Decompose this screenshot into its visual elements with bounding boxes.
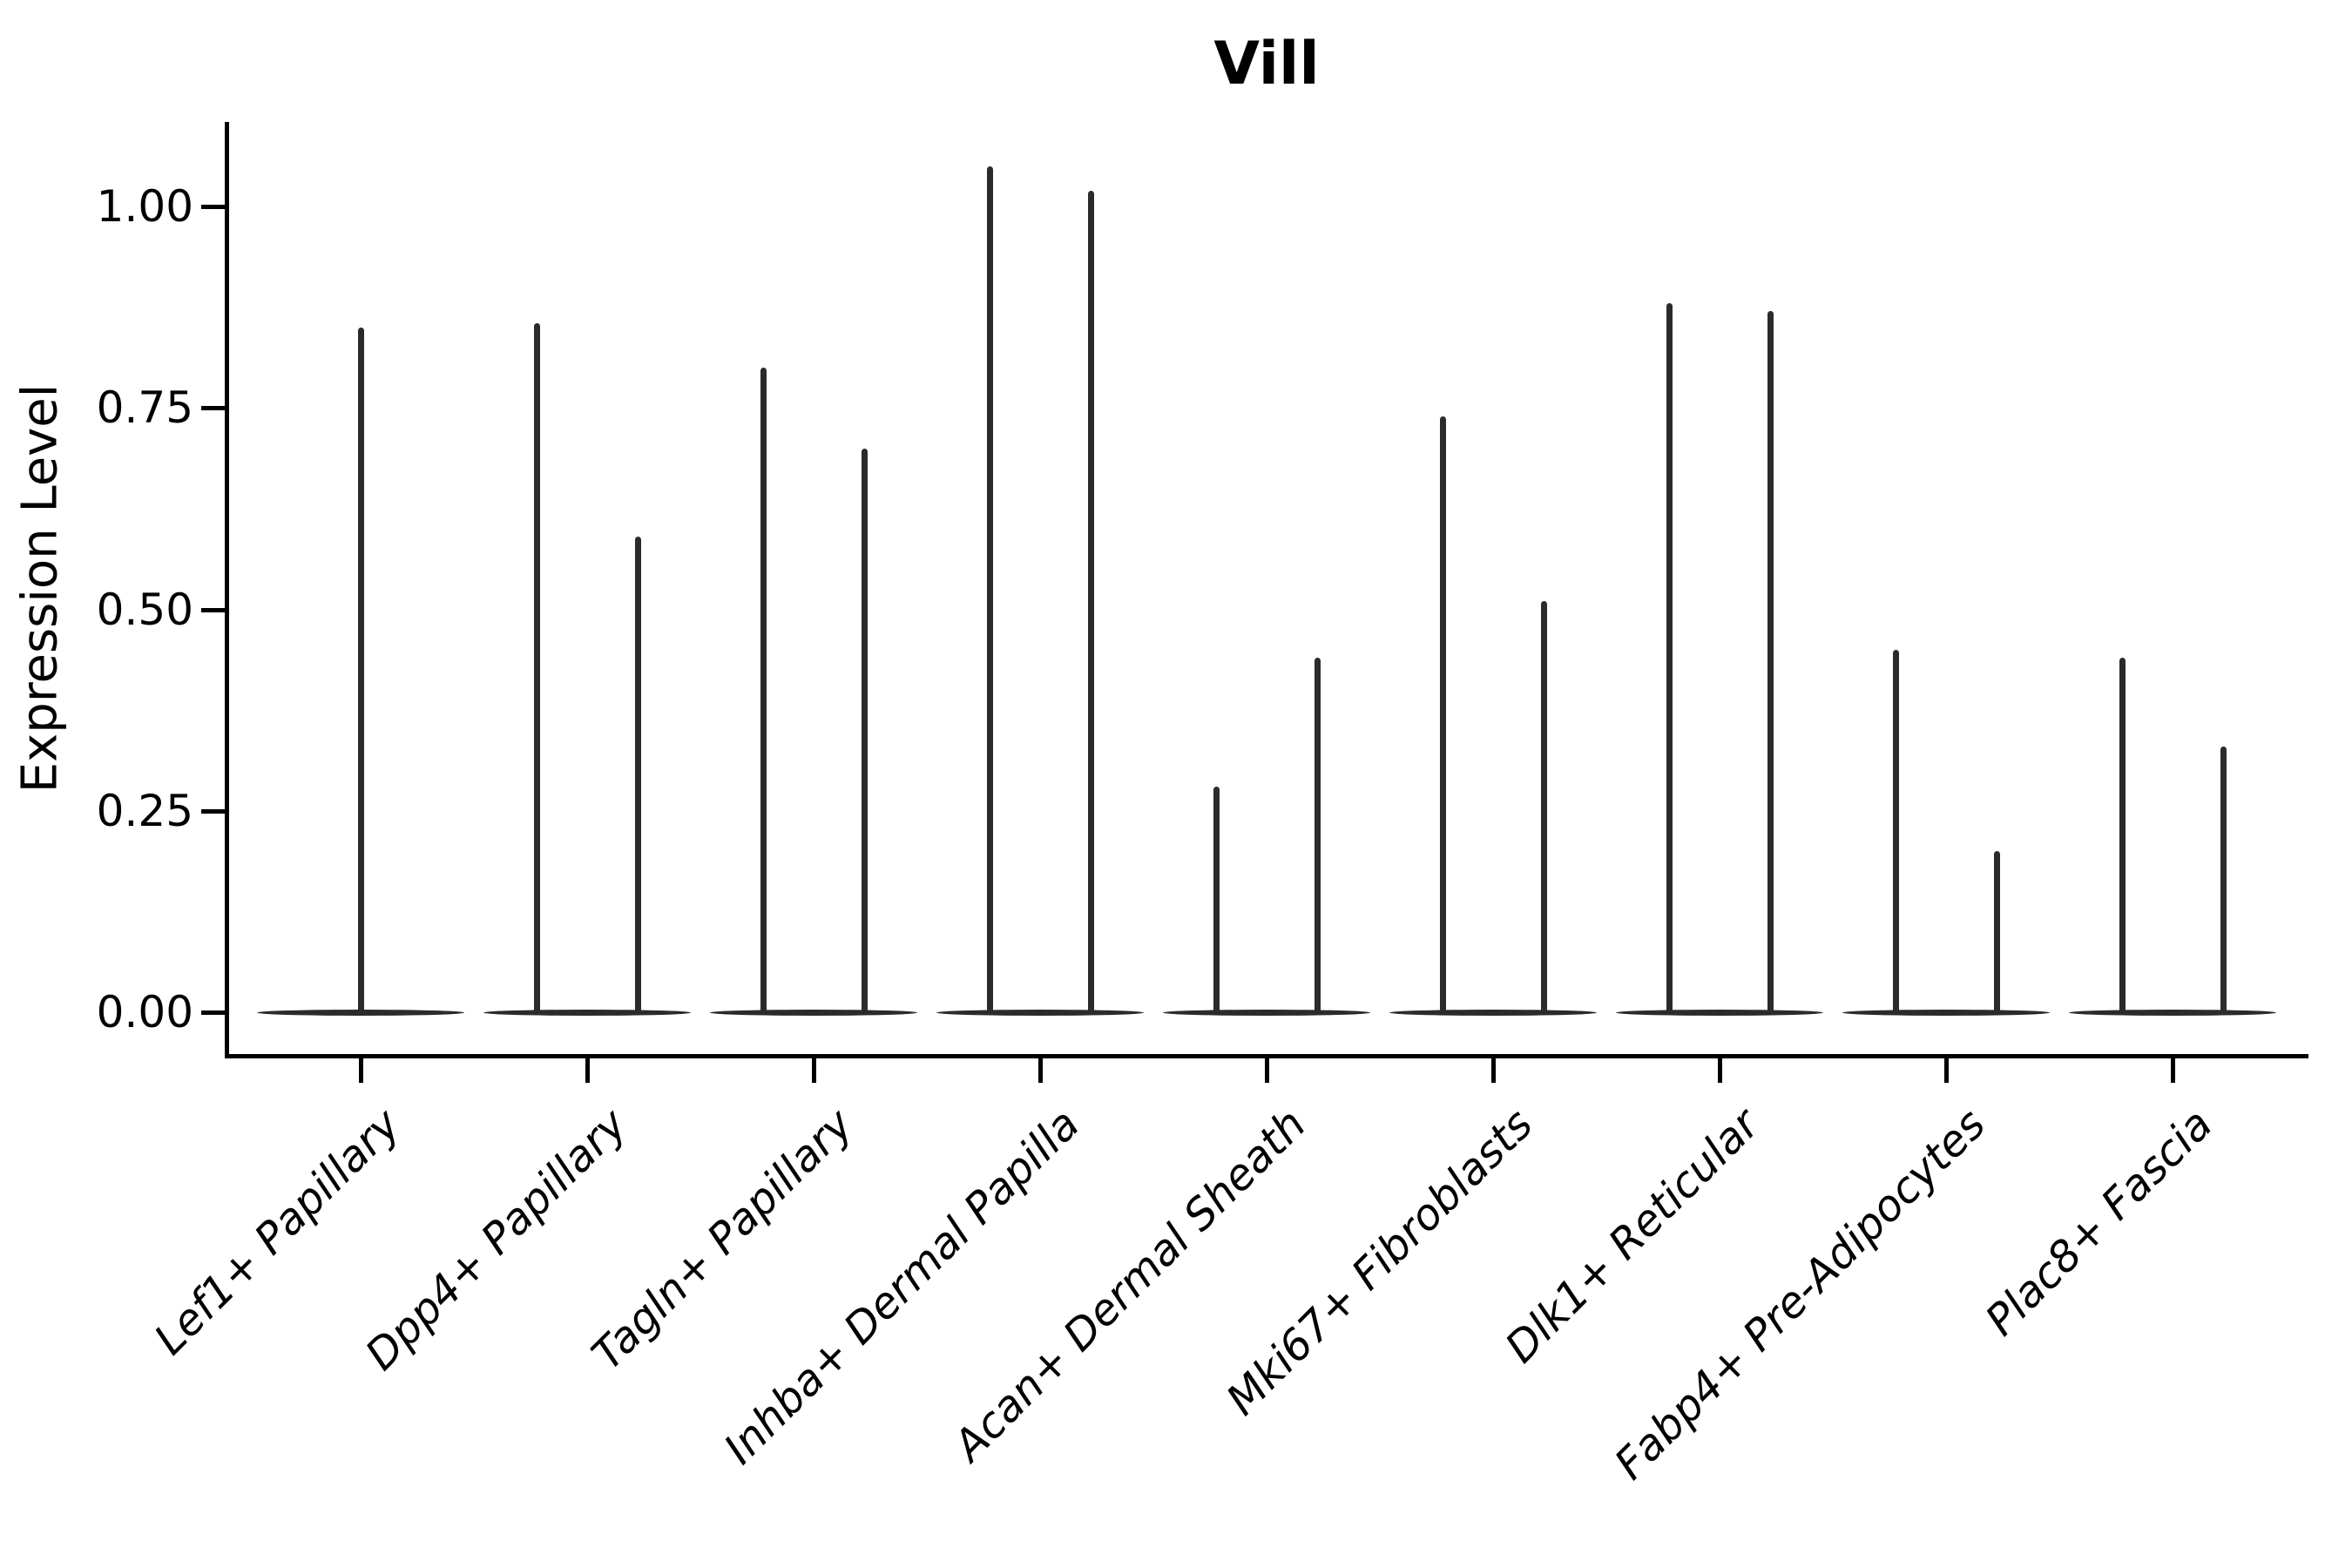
x-tick — [1944, 1058, 1949, 1083]
x-tick — [359, 1058, 363, 1083]
x-axis-spine — [225, 1054, 2308, 1058]
violin-spike — [1439, 416, 1446, 1014]
y-tick-label: 0.00 — [96, 987, 193, 1037]
violin-base — [710, 1010, 917, 1016]
violin-base — [1842, 1010, 2050, 1016]
violin-base — [1616, 1010, 1823, 1016]
x-tick-label: Lef1+ Papillary — [145, 1099, 410, 1365]
y-tick — [201, 406, 226, 411]
x-tick — [1038, 1058, 1043, 1083]
violin-spike — [861, 448, 868, 1014]
violin-spike — [1213, 787, 1220, 1014]
violin-spike — [2220, 746, 2227, 1014]
y-tick-label: 0.25 — [96, 785, 193, 836]
violin-spike — [2119, 658, 2126, 1014]
violin-spike — [634, 537, 641, 1014]
violin-spike — [357, 327, 364, 1014]
violin-spike — [1540, 601, 1547, 1014]
violin-spike — [1666, 303, 1673, 1014]
violin-spike — [1087, 190, 1094, 1014]
violin-base — [1163, 1010, 1370, 1016]
violin-base — [1389, 1010, 1597, 1016]
violin-spike — [1993, 851, 2000, 1014]
x-tick — [1265, 1058, 1269, 1083]
x-tick — [585, 1058, 590, 1083]
x-tick — [812, 1058, 816, 1083]
violin-spike — [1314, 658, 1321, 1014]
y-tick-label: 0.75 — [96, 382, 193, 434]
x-tick — [2171, 1058, 2175, 1083]
violin-spike — [760, 368, 767, 1014]
violin-base — [936, 1010, 1144, 1016]
violin-base — [483, 1010, 691, 1016]
chart-title: Vill — [1213, 30, 1320, 98]
y-tick — [201, 1010, 226, 1015]
violin-spike — [1767, 311, 1774, 1014]
x-tick-label: Fabp4+ Pre-Adipocytes — [1605, 1099, 1996, 1490]
y-tick-label: 1.00 — [96, 181, 193, 232]
violin-base — [2069, 1010, 2276, 1016]
violin-spike — [533, 323, 540, 1014]
x-tick-label: Plac8+ Fascia — [1975, 1099, 2222, 1346]
y-tick — [201, 808, 226, 814]
x-tick — [1491, 1058, 1496, 1083]
y-tick — [201, 205, 226, 209]
y-tick-label: 0.50 — [96, 584, 193, 635]
y-axis-spine — [225, 122, 229, 1058]
y-tick — [201, 607, 226, 612]
violin-spike — [986, 166, 993, 1014]
x-tick — [1718, 1058, 1722, 1083]
violin-spike — [1892, 649, 1899, 1014]
